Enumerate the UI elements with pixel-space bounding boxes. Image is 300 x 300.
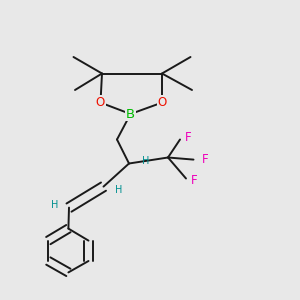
Text: H: H [116,185,123,195]
Text: O: O [158,96,166,109]
Text: O: O [96,96,105,109]
Text: F: F [202,153,208,166]
Text: B: B [126,107,135,121]
Text: H: H [51,200,58,210]
Text: H: H [142,156,149,166]
Text: F: F [191,174,198,188]
Text: F: F [185,130,192,144]
